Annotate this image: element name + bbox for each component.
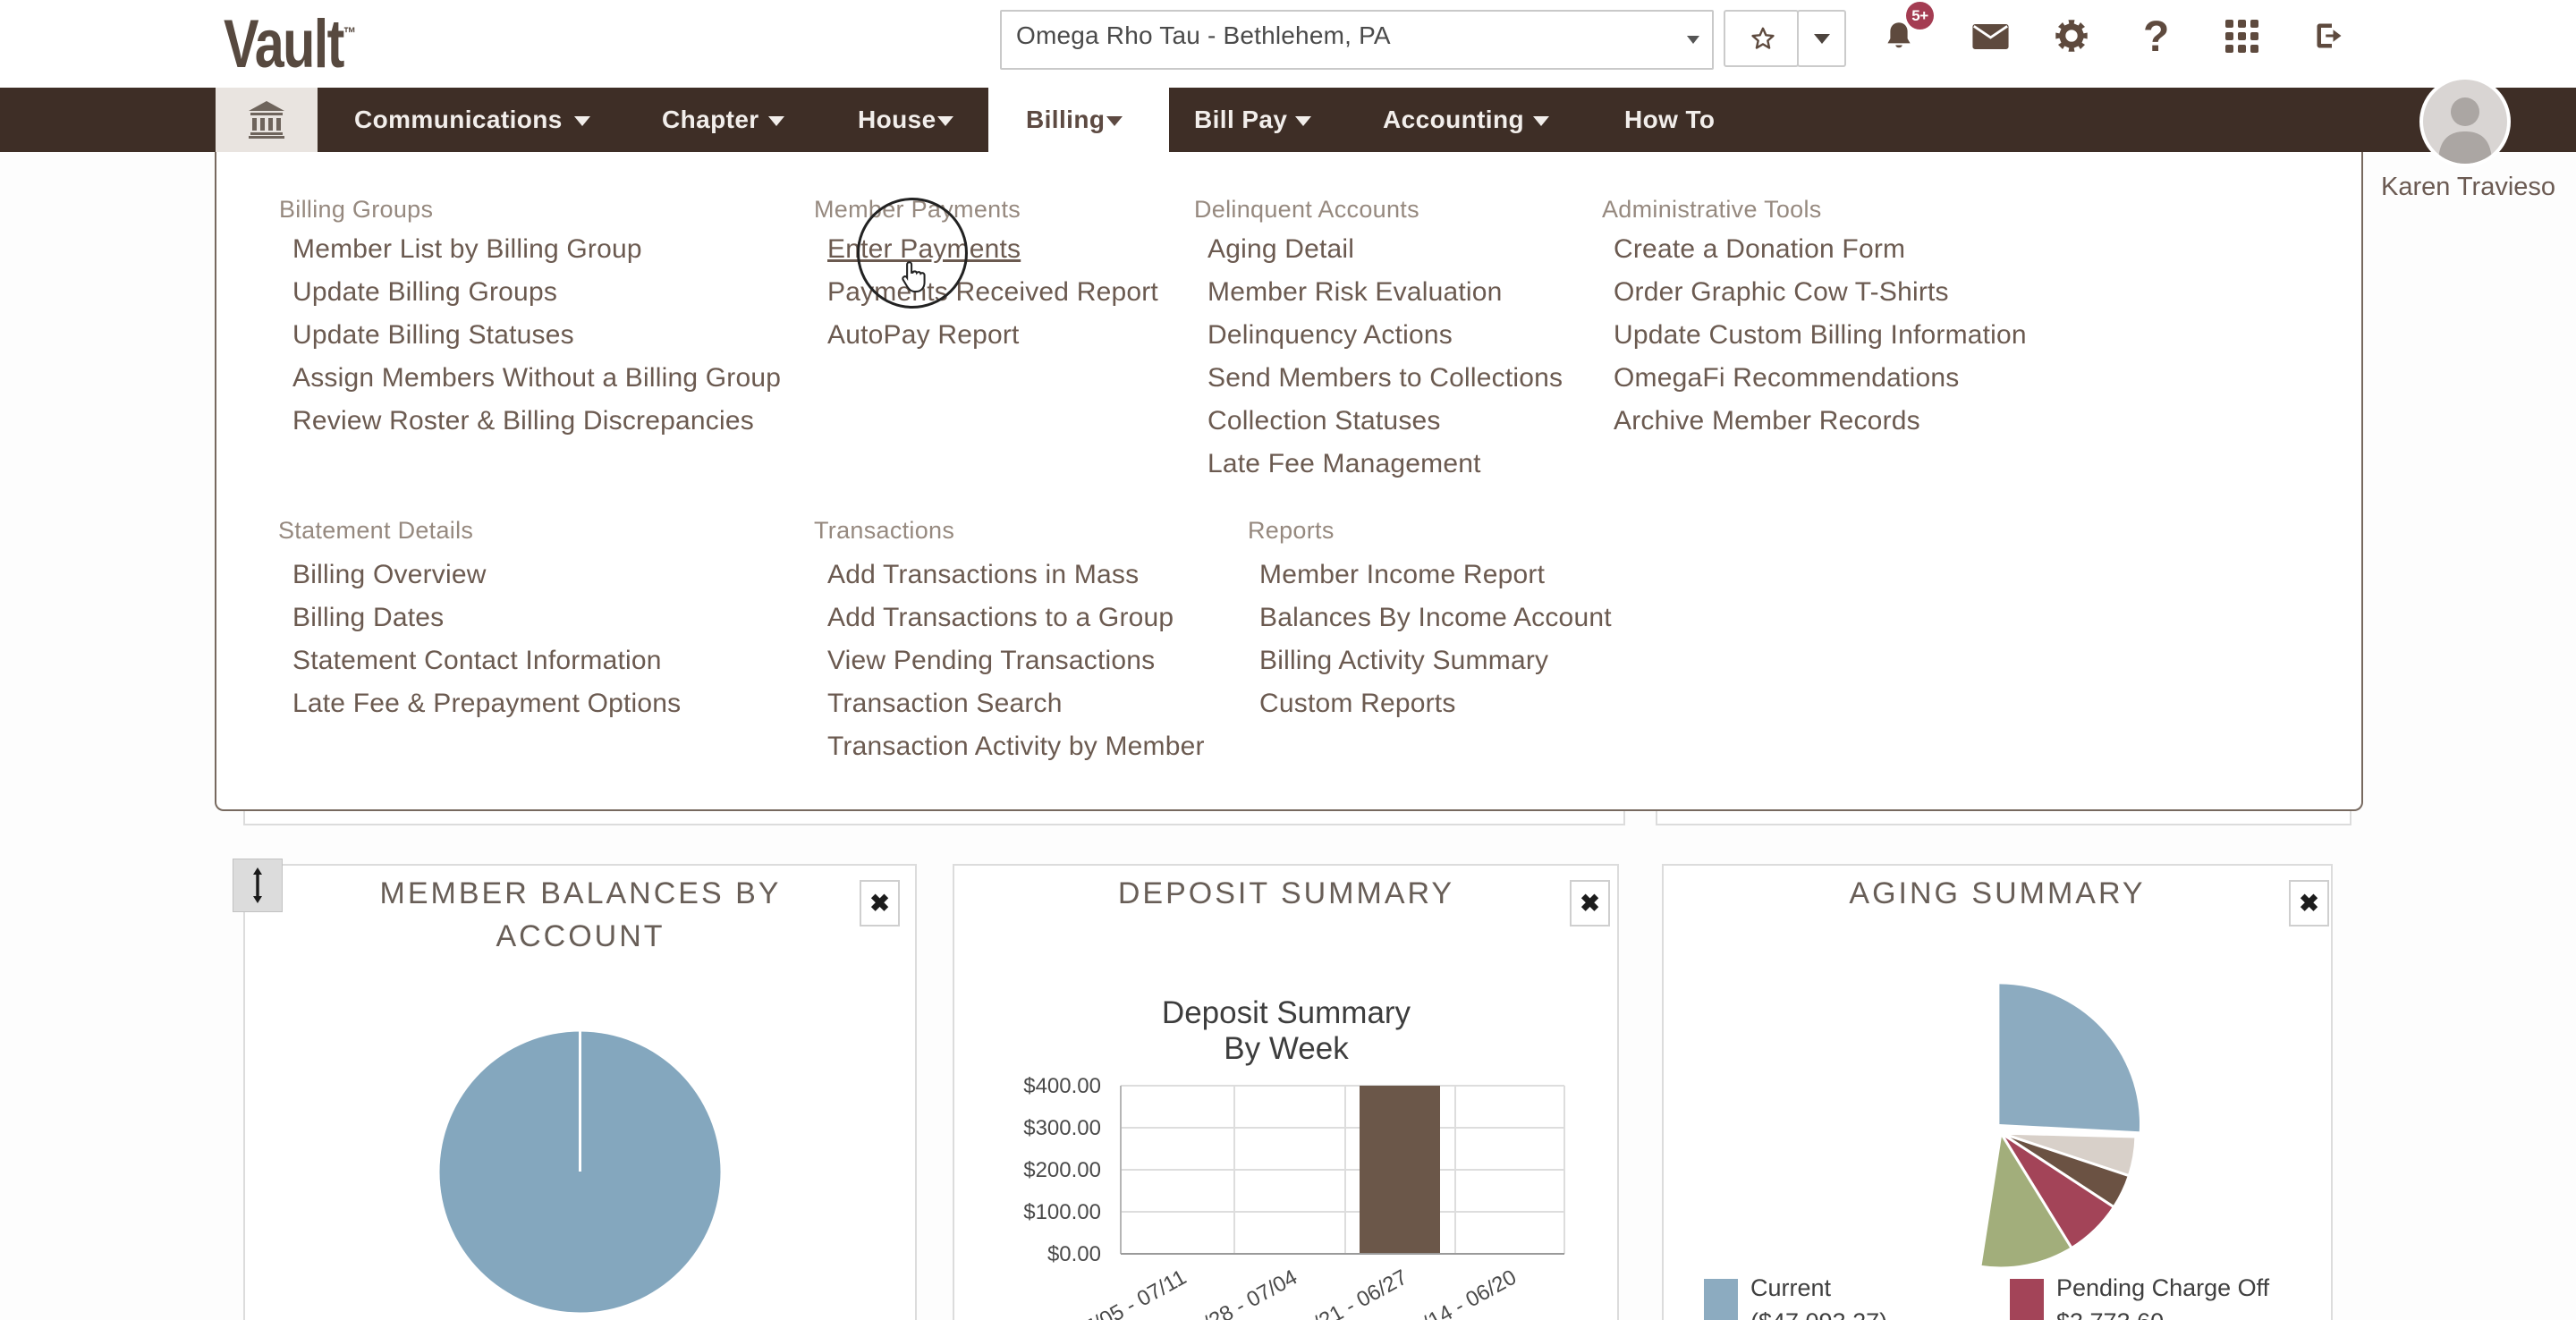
- svg-text:$200.00: $200.00: [1023, 1158, 1101, 1182]
- svg-text:$400.00: $400.00: [1023, 1074, 1101, 1098]
- svg-text:07/05 - 07/11: 07/05 - 07/11: [1070, 1265, 1191, 1320]
- svg-text:06/28 - 07/04: 06/28 - 07/04: [1179, 1265, 1301, 1320]
- svg-text:06/14 - 06/20: 06/14 - 06/20: [1398, 1265, 1521, 1320]
- svg-text:$300.00: $300.00: [1023, 1116, 1101, 1140]
- svg-text:$0.00: $0.00: [1047, 1242, 1101, 1266]
- svg-text:$100.00: $100.00: [1023, 1200, 1101, 1224]
- svg-text:06/21 - 06/27: 06/21 - 06/27: [1289, 1265, 1411, 1320]
